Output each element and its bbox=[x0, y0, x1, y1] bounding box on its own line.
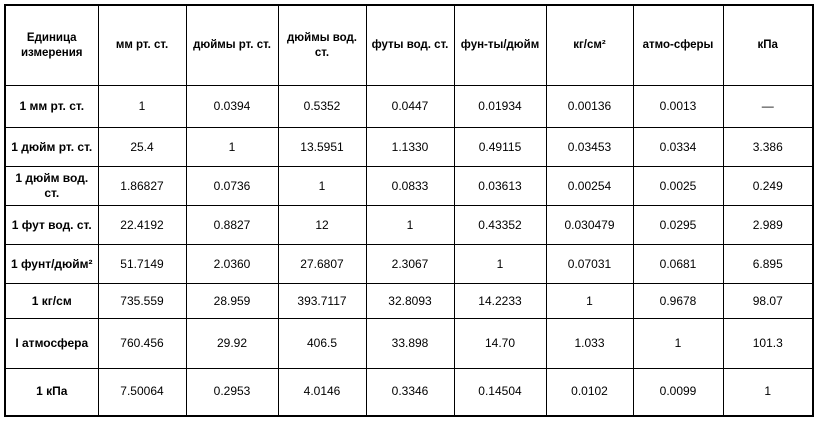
header-cell: кПа bbox=[722, 4, 814, 86]
value-cell: 25.4 bbox=[97, 127, 187, 167]
value-cell: 0.07031 bbox=[545, 244, 634, 284]
value-cell: 0.43352 bbox=[453, 205, 547, 245]
value-cell: 12 bbox=[277, 205, 367, 245]
value-cell: 0.0295 bbox=[632, 205, 724, 245]
header-row: Единица измерения мм рт. ст. дюймы рт. ст.… bbox=[4, 4, 814, 86]
value-cell: 14.70 bbox=[453, 318, 547, 369]
value-cell: 1.86827 bbox=[97, 166, 187, 206]
value-cell: 0.0013 bbox=[632, 85, 724, 128]
value-cell: 27.6807 bbox=[277, 244, 367, 284]
header-cell: фун-ты/дюйм bbox=[453, 4, 547, 86]
value-cell: 0.03613 bbox=[453, 166, 547, 206]
value-cell: 0.249 bbox=[722, 166, 814, 206]
row-label: 1 фут вод. ст. bbox=[4, 205, 99, 245]
value-cell: 0.00254 bbox=[545, 166, 634, 206]
value-cell: 1 bbox=[185, 127, 279, 167]
value-cell: 1 bbox=[632, 318, 724, 369]
value-cell: 6.895 bbox=[722, 244, 814, 284]
value-cell: 0.14504 bbox=[453, 368, 547, 416]
row-label: 1 фунт/дюйм² bbox=[4, 244, 99, 284]
value-cell: 0.030479 bbox=[545, 205, 634, 245]
value-cell: 0.0736 bbox=[185, 166, 279, 206]
value-cell: 0.49115 bbox=[453, 127, 547, 167]
value-cell: 1.033 bbox=[545, 318, 634, 369]
value-cell: 0.03453 bbox=[545, 127, 634, 167]
value-cell: 0.3346 bbox=[365, 368, 455, 416]
table-container: Единица измерения мм рт. ст. дюймы рт. ст.… bbox=[4, 4, 814, 417]
header-cell: мм рт. ст. bbox=[97, 4, 187, 86]
row-label: 1 дюйм рт. ст. bbox=[4, 127, 99, 167]
value-cell: 32.8093 bbox=[365, 283, 455, 319]
value-cell: 0.8827 bbox=[185, 205, 279, 245]
value-cell: 29.92 bbox=[185, 318, 279, 369]
header-cell: дюймы рт. ст. bbox=[185, 4, 279, 86]
value-cell: 2.0360 bbox=[185, 244, 279, 284]
header-cell: кг/см² bbox=[545, 4, 634, 86]
header-cell: дюймы вод. ст. bbox=[277, 4, 367, 86]
value-cell: 28.959 bbox=[185, 283, 279, 319]
table-row: I атмосфера 760.456 29.92 406.5 33.898 14.70 1… bbox=[4, 318, 814, 369]
value-cell: 7.50064 bbox=[97, 368, 187, 416]
table-row: 1 фунт/дюйм² 51.7149 2.0360 27.6807 2.3067 1 0… bbox=[4, 244, 814, 284]
value-cell: 0.0334 bbox=[632, 127, 724, 167]
value-cell: 1 bbox=[365, 205, 455, 245]
row-label: 1 кПа bbox=[4, 368, 99, 416]
value-cell: 0.0025 bbox=[632, 166, 724, 206]
value-cell: 1 bbox=[97, 85, 187, 128]
value-cell: 406.5 bbox=[277, 318, 367, 369]
value-cell: 2.989 bbox=[722, 205, 814, 245]
row-label: I атмосфера bbox=[4, 318, 99, 369]
value-cell: 760.456 bbox=[97, 318, 187, 369]
value-cell: 0.0394 bbox=[185, 85, 279, 128]
value-cell: 22.4192 bbox=[97, 205, 187, 245]
value-cell: 51.7149 bbox=[97, 244, 187, 284]
value-cell: 2.3067 bbox=[365, 244, 455, 284]
value-cell: 0.01934 bbox=[453, 85, 547, 128]
value-cell: 0.0099 bbox=[632, 368, 724, 416]
value-cell: 14.2233 bbox=[453, 283, 547, 319]
value-cell: 98.07 bbox=[722, 283, 814, 319]
value-cell: 1 bbox=[277, 166, 367, 206]
value-cell: 13.5951 bbox=[277, 127, 367, 167]
value-cell: 0.00136 bbox=[545, 85, 634, 128]
value-cell: 0.0681 bbox=[632, 244, 724, 284]
table-row: 1 дюйм рт. ст. 25.4 1 13.5951 1.1330 0.49115 0… bbox=[4, 127, 814, 167]
row-label: 1 дюйм вод. ст. bbox=[4, 166, 99, 206]
row-label: 1 кг/см bbox=[4, 283, 99, 319]
value-cell: 0.5352 bbox=[277, 85, 367, 128]
value-cell: 3.386 bbox=[722, 127, 814, 167]
value-cell: 0.0447 bbox=[365, 85, 455, 128]
table-body: Единица измерения мм рт. ст. дюймы рт. ст.… bbox=[4, 4, 814, 416]
table-row: 1 мм рт. ст. 1 0.0394 0.5352 0.0447 0.01934 0.… bbox=[4, 85, 814, 128]
value-cell: 1 bbox=[545, 283, 634, 319]
header-cell: футы вод. ст. bbox=[365, 4, 455, 86]
table-row: 1 фут вод. ст. 22.4192 0.8827 12 1 0.43352 0.0… bbox=[4, 205, 814, 245]
value-cell: 1 bbox=[453, 244, 547, 284]
table-row: 1 кг/см 735.559 28.959 393.7117 32.8093 14.22… bbox=[4, 283, 814, 319]
value-cell: 0.0102 bbox=[545, 368, 634, 416]
value-cell: 1.1330 bbox=[365, 127, 455, 167]
value-cell: 735.559 bbox=[97, 283, 187, 319]
value-cell: 0.2953 bbox=[185, 368, 279, 416]
table-row: 1 кПа 7.50064 0.2953 4.0146 0.3346 0.14504 0.0… bbox=[4, 368, 814, 416]
pressure-table: Единица измерения мм рт. ст. дюймы рт. ст.… bbox=[4, 4, 814, 417]
value-cell: 0.0833 bbox=[365, 166, 455, 206]
header-cell: атмо-сферы bbox=[632, 4, 724, 86]
value-cell: 4.0146 bbox=[277, 368, 367, 416]
row-label: 1 мм рт. ст. bbox=[4, 85, 99, 128]
value-cell: 0.9678 bbox=[632, 283, 724, 319]
value-cell: 101.3 bbox=[722, 318, 814, 369]
value-cell: 393.7117 bbox=[277, 283, 367, 319]
value-cell: — bbox=[722, 85, 814, 128]
value-cell: 33.898 bbox=[365, 318, 455, 369]
table-row: 1 дюйм вод. ст. 1.86827 0.0736 1 0.0833 0.036… bbox=[4, 166, 814, 206]
value-cell: 1 bbox=[722, 368, 814, 416]
header-cell: Единица измерения bbox=[4, 4, 99, 86]
